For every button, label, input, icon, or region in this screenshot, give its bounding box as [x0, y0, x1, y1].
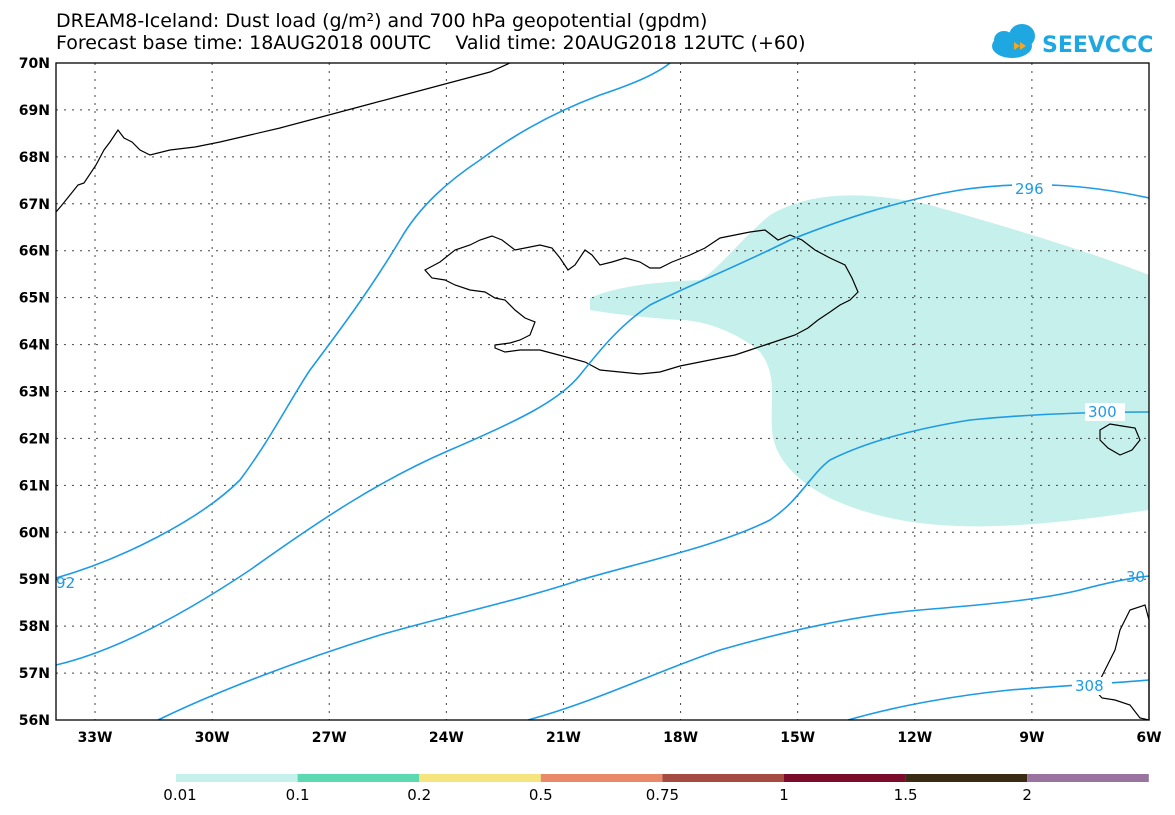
map-title: DREAM8-Iceland: Dust load (g/m²) and 700… [56, 10, 708, 32]
contour-label-304: 30 [1126, 568, 1145, 586]
contour-300 [157, 411, 1150, 721]
longitude-labels: 33W 30W 27W 24W 21W 18W 15W 12W 9W 6W [78, 730, 1162, 746]
lon-label: 9W [1019, 730, 1044, 746]
contour-label-292: 92 [56, 574, 75, 592]
contour-label-group: 296 300 92 30 308 [56, 180, 1145, 695]
seevccc-logo: SEEVCCC [992, 24, 1153, 58]
lat-label: 59N [19, 572, 50, 588]
contour-label-296: 296 [1015, 180, 1044, 198]
colorbar-tick-label: 0.01 [163, 786, 197, 804]
lat-label: 57N [19, 666, 50, 682]
lon-label: 30W [195, 730, 230, 746]
contour-label-308: 308 [1075, 677, 1104, 695]
lat-label: 70N [19, 56, 50, 72]
colorbar-swatch [176, 774, 298, 782]
lat-label: 60N [19, 525, 50, 541]
colorbar-tick-label: 0.75 [645, 786, 680, 804]
faroe-coast [1099, 423, 1141, 456]
colorbar-tick-label: 0.2 [407, 786, 432, 804]
lat-label: 65N [19, 291, 50, 307]
map-frame [55, 62, 1150, 721]
colorbar-tick-label: 2 [1022, 786, 1032, 804]
colorbar-swatch [784, 774, 906, 782]
iceland-coast [424, 229, 859, 375]
cloud-icon [992, 24, 1035, 58]
lon-label: 24W [429, 730, 464, 746]
lat-label: 69N [19, 103, 50, 119]
contour-296 [55, 183, 1150, 666]
lon-label: 33W [78, 730, 113, 746]
latitude-labels: 70N 69N 68N 67N 66N 65N 64N 63N 62N 61N 60N 59N 58N 5… [19, 56, 50, 729]
colorbar-swatch [419, 774, 541, 782]
lat-label: 62N [19, 431, 50, 447]
contour-304 [527, 575, 1150, 721]
lon-label: 27W [312, 730, 347, 746]
lat-label: 66N [19, 244, 50, 260]
dust-load-area [590, 195, 1149, 527]
lon-label: 6W [1136, 730, 1161, 746]
contour-label-300: 300 [1088, 403, 1117, 421]
lon-label: 12W [897, 730, 932, 746]
lon-label: 18W [663, 730, 698, 746]
lat-label: 63N [19, 385, 50, 401]
colorbar-tick-label: 1.5 [893, 786, 918, 804]
colorbar-swatch [540, 774, 663, 782]
contour-292 [55, 62, 671, 579]
colorbar-tick-label: 1 [779, 786, 789, 804]
lat-label: 58N [19, 619, 50, 635]
lon-label: 21W [546, 730, 581, 746]
lat-label: 56N [19, 713, 50, 729]
colorbar-swatch [662, 774, 784, 782]
colorbar-swatch [905, 774, 1028, 782]
greenland-coast [55, 62, 511, 213]
map-subtitle: Forecast base time: 18AUG2018 00UTC Vali… [56, 32, 806, 54]
colorbar-swatch [1027, 774, 1149, 782]
scotland-coast [1094, 604, 1150, 721]
lat-label: 68N [19, 150, 50, 166]
lon-label: 15W [780, 730, 815, 746]
colorbar-tick-label: 0.5 [528, 786, 553, 804]
logo-text: SEEVCCC [1042, 33, 1153, 58]
lat-label: 64N [19, 338, 50, 354]
colorbar-tick-label: 0.1 [285, 786, 310, 804]
colorbar [176, 774, 1149, 782]
lat-label: 67N [19, 197, 50, 213]
lat-label: 61N [19, 478, 50, 494]
colorbar-swatch [297, 774, 420, 782]
graticule [56, 63, 1149, 720]
